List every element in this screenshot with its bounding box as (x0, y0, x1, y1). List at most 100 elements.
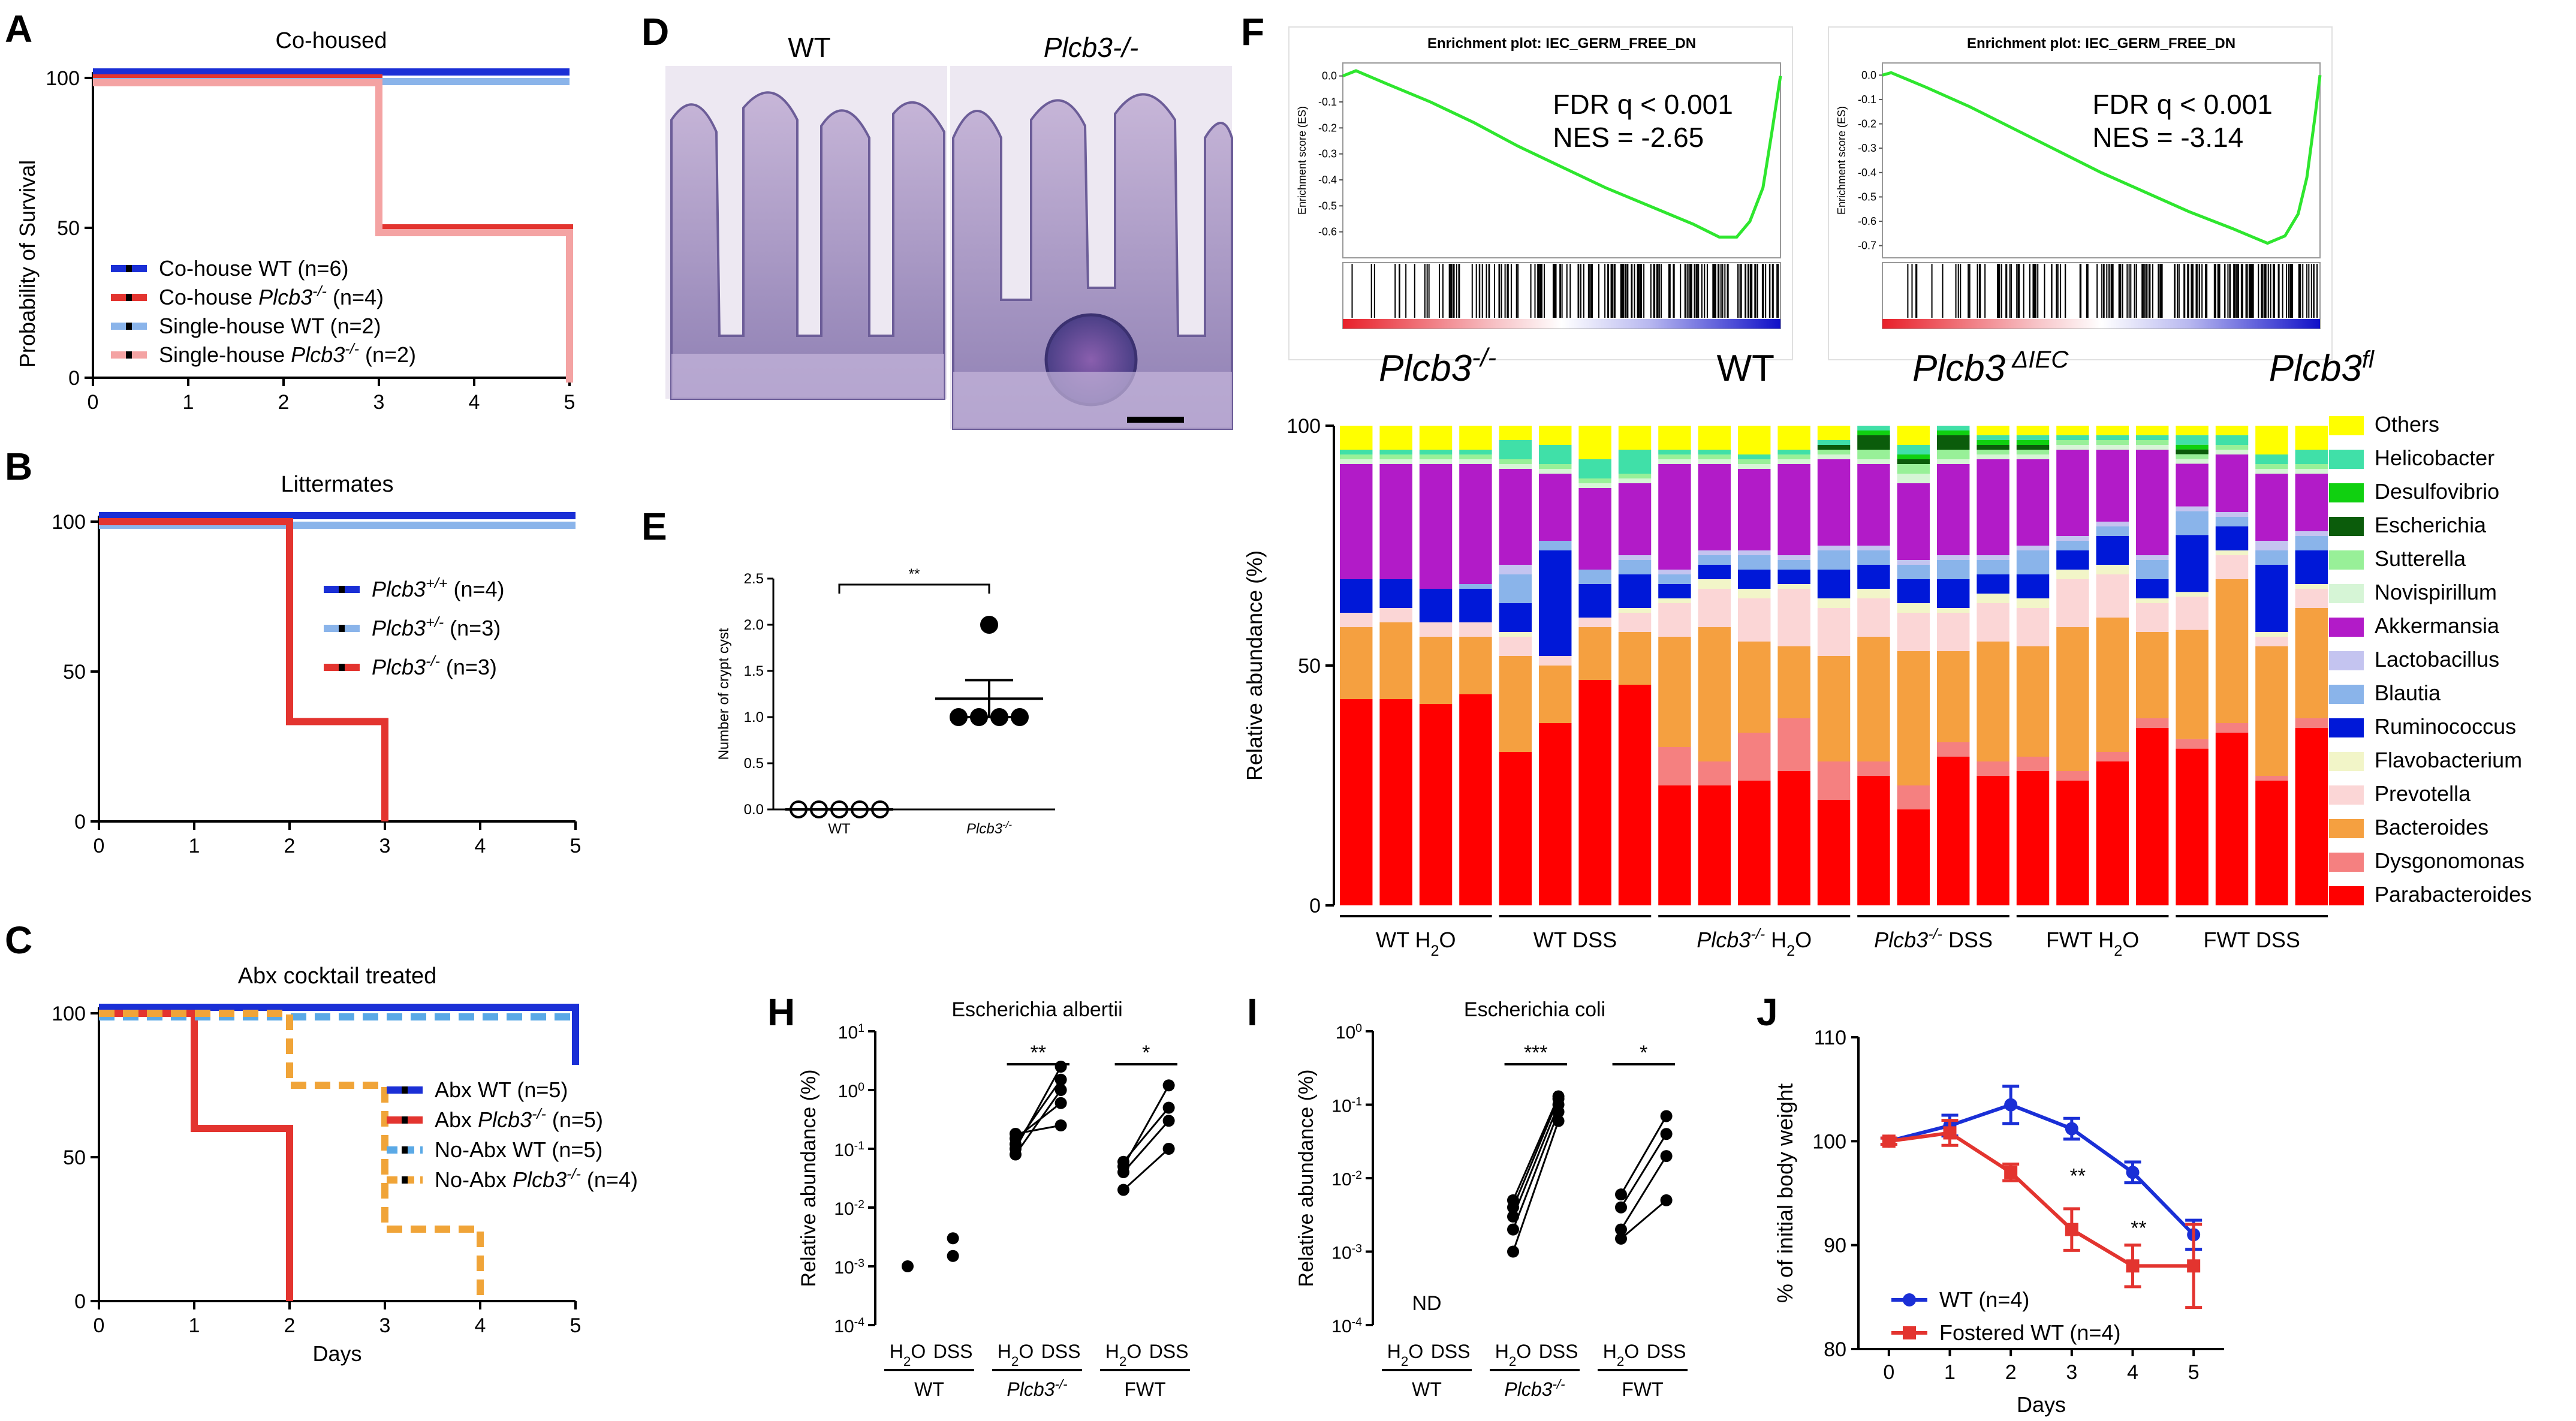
bar-segment-escherichia (1817, 445, 1851, 450)
x-tick-label: 2 (2005, 1361, 2017, 1384)
bar-segment-sutterella (1499, 459, 1532, 464)
bar-segment-others (1698, 426, 1731, 450)
enrichment-curve (1882, 71, 2322, 245)
legend-label-2: No-Abx WT (n=5) (435, 1137, 602, 1162)
data-point (1507, 1223, 1519, 1236)
legend-swatch (2329, 685, 2364, 704)
legend-label: Akkermansia (2375, 613, 2500, 638)
bar-segment-parabacteroides (1539, 723, 1572, 905)
rank-colorbar (1882, 319, 2320, 329)
bar-segment-novispirillum (2016, 454, 2050, 459)
bar-segment-helicobacter (2295, 450, 2328, 464)
bar-segment-desulfovibrio (1897, 454, 1930, 459)
y-tick-label: 10-1 (834, 1139, 864, 1160)
legend-label: Flavobacterium (2375, 748, 2522, 772)
bar-segment-blautia (1698, 555, 1731, 565)
legend-marker-2 (402, 1146, 408, 1154)
bar-segment-helicobacter (1857, 426, 1890, 430)
y-tick-label: 1.0 (744, 709, 764, 725)
rank-colorbar (1343, 319, 1780, 329)
y-tick-label: 10-3 (1331, 1242, 1362, 1263)
bar-segment-blautia (2255, 550, 2288, 565)
condition-label: H2O (1603, 1341, 1639, 1369)
bar-segment-bacteroides (1419, 637, 1453, 704)
bar-segment-lactobacillus (1777, 555, 1810, 560)
bar-segment-dysgonomonas (1897, 785, 1930, 809)
legend-swatch (2329, 752, 2364, 771)
gsea-right-group: Plcb3fl (2269, 346, 2375, 390)
bar-segment-ruminococcus (1977, 574, 2009, 594)
condition-label: H2O (1387, 1341, 1423, 1369)
legend-swatch (2329, 853, 2364, 872)
bar-segment-novispirillum (2255, 469, 2288, 474)
bar-segment-akkermansia (1379, 464, 1412, 579)
bar-segment-parabacteroides (1379, 699, 1412, 905)
bar-segment-prevotella (2136, 603, 2169, 632)
y-tick-label: 100 (1812, 1130, 1846, 1153)
bar-segment-ruminococcus (1419, 589, 1453, 622)
group-label-4: FWT H2O (2046, 928, 2139, 959)
y-tick-label: 101 (838, 1022, 864, 1043)
submucosa (953, 372, 1232, 429)
bar-segment-others (2215, 426, 2249, 435)
data-point (2126, 1259, 2140, 1273)
bar-segment-ruminococcus (1539, 550, 1572, 656)
bar-segment-parabacteroides (1340, 699, 1373, 905)
data-point (1162, 1115, 1175, 1127)
legend-label: Escherichia (2375, 513, 2487, 537)
pair-line (1122, 1120, 1170, 1173)
condition-label: H2O (1495, 1341, 1531, 1369)
bar-segment-akkermansia (1419, 464, 1453, 589)
bar-segment-blautia (2096, 526, 2129, 536)
bar-segment-helicobacter (2255, 454, 2288, 464)
panel-letter-b: B (5, 445, 32, 488)
legend-label-2: Single-house WT (n=2) (159, 314, 381, 338)
legend-swatch (2329, 886, 2364, 905)
bar-segment-lactobacillus (2096, 522, 2129, 526)
legend-label-1: Plcb3+/- (n=3) (372, 614, 501, 640)
y-tick-label: 0.0 (1861, 69, 1876, 81)
bar-segment-parabacteroides (1777, 771, 1810, 905)
legend-swatch (2329, 584, 2364, 603)
bar-segment-novispirillum (1499, 464, 1532, 469)
bar-segment-parabacteroides (1658, 785, 1691, 905)
group-label-5: FWT DSS (2204, 928, 2300, 952)
panel-letter-f: F (1241, 10, 1264, 53)
bar-segment-others (1499, 426, 1532, 440)
group-label-0: WT (1412, 1378, 1442, 1400)
x-tick-label: 0 (1883, 1361, 1894, 1384)
bar-segment-sutterella (2056, 440, 2089, 445)
condition-label: DSS (933, 1341, 973, 1362)
significance-label: ** (2131, 1217, 2146, 1239)
bar-segment-ruminococcus (1340, 579, 1373, 613)
gsea-title: Enrichment plot: IEC_GERM_FREE_DN (1427, 35, 1696, 52)
bar-segment-sutterella (2215, 445, 2249, 450)
bar-segment-novispirillum (1857, 459, 1890, 464)
legend-label-0: Abx WT (n=5) (435, 1077, 568, 1102)
bar-segment-sutterella (1698, 454, 1731, 459)
bar-segment-blautia (1738, 555, 1771, 570)
bar-segment-prevotella (1817, 608, 1851, 656)
chart-title: Abx cocktail treated (238, 964, 437, 989)
survival-line-3 (93, 79, 573, 383)
y-tick-label: -0.6 (1318, 226, 1337, 238)
bar-segment-lactobacillus (1857, 546, 1890, 550)
legend-label-3: No-Abx Plcb3-/- (n=4) (435, 1166, 638, 1192)
bar-segment-flavobacterium (1857, 589, 1890, 598)
bar-segment-akkermansia (1658, 464, 1691, 570)
legend-swatch (2329, 819, 2364, 838)
bar-segment-akkermansia (1698, 464, 1731, 550)
panel-letter-h: H (767, 991, 795, 1034)
y-tick-label: 90 (1824, 1235, 1846, 1257)
villus-ko (952, 93, 1233, 430)
bar-segment-prevotella (2176, 597, 2209, 630)
legend-swatch (2329, 651, 2364, 670)
bar-segment-novispirillum (1977, 454, 2009, 459)
data-point (1615, 1232, 1627, 1245)
legend-marker-2 (126, 323, 132, 330)
bar-segment-flavobacterium (1977, 594, 2009, 603)
bar-segment-desulfovibrio (2016, 440, 2050, 445)
data-point (1162, 1143, 1175, 1155)
bar-segment-novispirillum (1698, 459, 1731, 464)
